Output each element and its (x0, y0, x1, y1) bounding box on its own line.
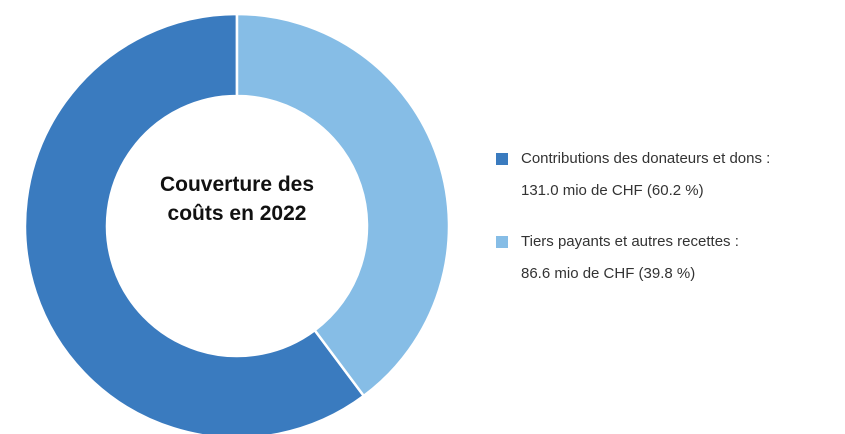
legend-value: 131.0 mio de CHF (60.2 %) (521, 182, 704, 199)
chart-title: Couverture des coûts en 2022 (159, 173, 315, 225)
legend-label: Contributions des donateurs et dons : (521, 150, 770, 167)
legend-swatch (496, 236, 508, 248)
legend-value: 86.6 mio de CHF (39.8 %) (521, 265, 695, 282)
legend-swatch (496, 153, 508, 165)
legend-label: Tiers payants et autres recettes : (521, 233, 739, 250)
donut-slice (23, 12, 366, 434)
donut-slice (235, 12, 451, 398)
